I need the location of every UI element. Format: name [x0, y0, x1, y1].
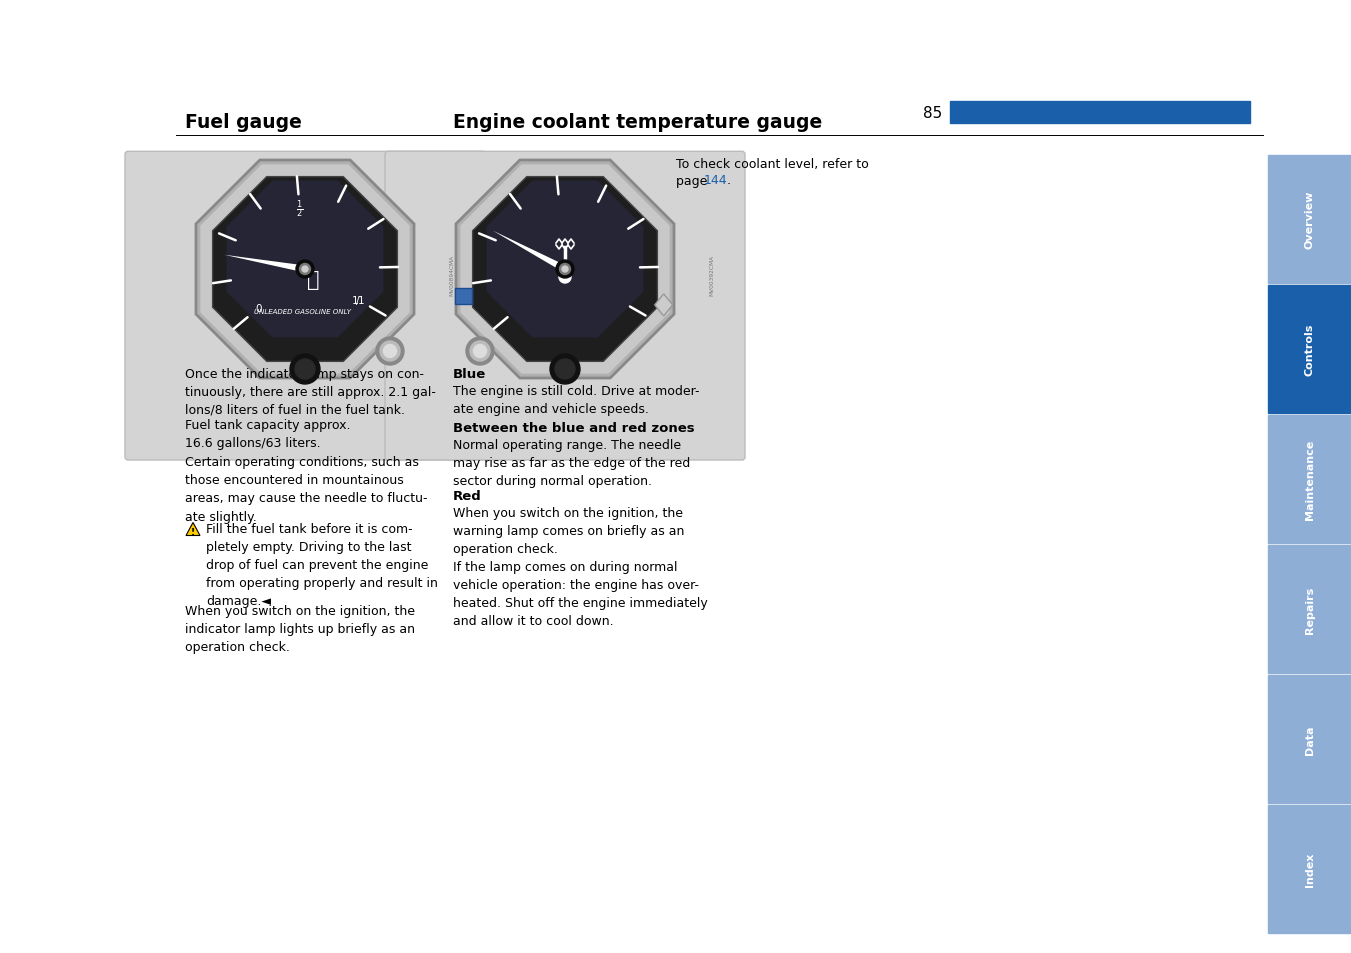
FancyBboxPatch shape: [385, 152, 744, 460]
Circle shape: [470, 341, 490, 361]
Text: Fuel tank capacity approx.
16.6 gallons/63 liters.: Fuel tank capacity approx. 16.6 gallons/…: [185, 419, 350, 450]
Text: UNLEADED GASOLINE ONLY: UNLEADED GASOLINE ONLY: [254, 309, 351, 314]
Circle shape: [562, 267, 567, 273]
Text: Controls: Controls: [1305, 323, 1315, 375]
Text: 144: 144: [704, 174, 728, 188]
Circle shape: [376, 337, 404, 366]
Polygon shape: [227, 181, 384, 338]
Circle shape: [303, 267, 308, 273]
Bar: [1269, 545, 1351, 673]
Text: Once the indicator lamp stays on con-
tinuously, there are still approx. 2.1 gal: Once the indicator lamp stays on con- ti…: [185, 368, 436, 416]
Text: Blue: Blue: [453, 368, 486, 380]
Text: If the lamp comes on during normal
vehicle operation: the engine has over-
heate: If the lamp comes on during normal vehic…: [453, 560, 708, 627]
Text: To check coolant level, refer to: To check coolant level, refer to: [676, 158, 869, 171]
Polygon shape: [461, 165, 670, 375]
Bar: [1269, 416, 1351, 543]
FancyBboxPatch shape: [126, 152, 485, 460]
Text: page: page: [676, 174, 712, 188]
Circle shape: [384, 345, 396, 358]
Polygon shape: [655, 294, 673, 316]
Text: .: .: [727, 174, 731, 188]
Polygon shape: [212, 177, 397, 362]
Text: Fuel gauge: Fuel gauge: [185, 113, 301, 132]
Bar: [1269, 156, 1351, 284]
Circle shape: [555, 359, 576, 379]
Circle shape: [290, 355, 320, 385]
Circle shape: [380, 341, 400, 361]
Text: When you switch on the ignition, the
indicator lamp lights up briefly as an
oper: When you switch on the ignition, the ind…: [185, 604, 415, 654]
Text: $\frac{1}{2}$: $\frac{1}{2}$: [296, 198, 304, 220]
Bar: [950, 102, 1250, 124]
Polygon shape: [224, 255, 305, 274]
Bar: [1269, 805, 1351, 933]
Text: Fill the fuel tank before it is com-
pletely empty. Driving to the last
drop of : Fill the fuel tank before it is com- ple…: [205, 523, 438, 608]
Circle shape: [550, 355, 580, 385]
Circle shape: [473, 345, 486, 358]
Polygon shape: [200, 165, 409, 375]
Text: Normal operating range. The needle
may rise as far as the edge of the red
sector: Normal operating range. The needle may r…: [453, 438, 690, 488]
Polygon shape: [473, 177, 658, 362]
Text: Index: Index: [1305, 852, 1315, 886]
Text: Repairs: Repairs: [1305, 586, 1315, 633]
Text: Overview: Overview: [1305, 191, 1315, 249]
Polygon shape: [486, 181, 643, 338]
Text: Data: Data: [1305, 724, 1315, 754]
Circle shape: [466, 337, 494, 366]
Text: MV00894CMA: MV00894CMA: [450, 254, 454, 295]
Text: $\mathregular{1\!/\!1}$: $\mathregular{1\!/\!1}$: [351, 294, 365, 307]
Text: Engine coolant temperature gauge: Engine coolant temperature gauge: [453, 113, 823, 132]
Text: Maintenance: Maintenance: [1305, 439, 1315, 519]
Circle shape: [559, 272, 571, 284]
Text: 0: 0: [255, 304, 262, 314]
Text: ⛽: ⛽: [307, 270, 319, 290]
Circle shape: [295, 359, 315, 379]
Text: !: !: [190, 527, 195, 536]
Text: MV00392CMA: MV00392CMA: [709, 254, 715, 295]
Circle shape: [559, 264, 570, 275]
Circle shape: [300, 264, 311, 275]
Polygon shape: [493, 232, 566, 273]
Bar: [1269, 286, 1351, 414]
Bar: [1269, 676, 1351, 803]
Circle shape: [557, 261, 574, 278]
Text: Certain operating conditions, such as
those encountered in mountainous
areas, ma: Certain operating conditions, such as th…: [185, 456, 427, 523]
Polygon shape: [186, 523, 200, 536]
Text: When you switch on the ignition, the
warning lamp comes on briefly as an
operati: When you switch on the ignition, the war…: [453, 507, 685, 556]
Text: The engine is still cold. Drive at moder-
ate engine and vehicle speeds.: The engine is still cold. Drive at moder…: [453, 385, 700, 416]
Bar: [454, 289, 471, 305]
Polygon shape: [457, 161, 674, 378]
Text: 85: 85: [923, 106, 942, 120]
Text: Between the blue and red zones: Between the blue and red zones: [453, 421, 694, 435]
Circle shape: [296, 261, 313, 278]
Polygon shape: [196, 161, 413, 378]
Text: Red: Red: [453, 490, 482, 503]
